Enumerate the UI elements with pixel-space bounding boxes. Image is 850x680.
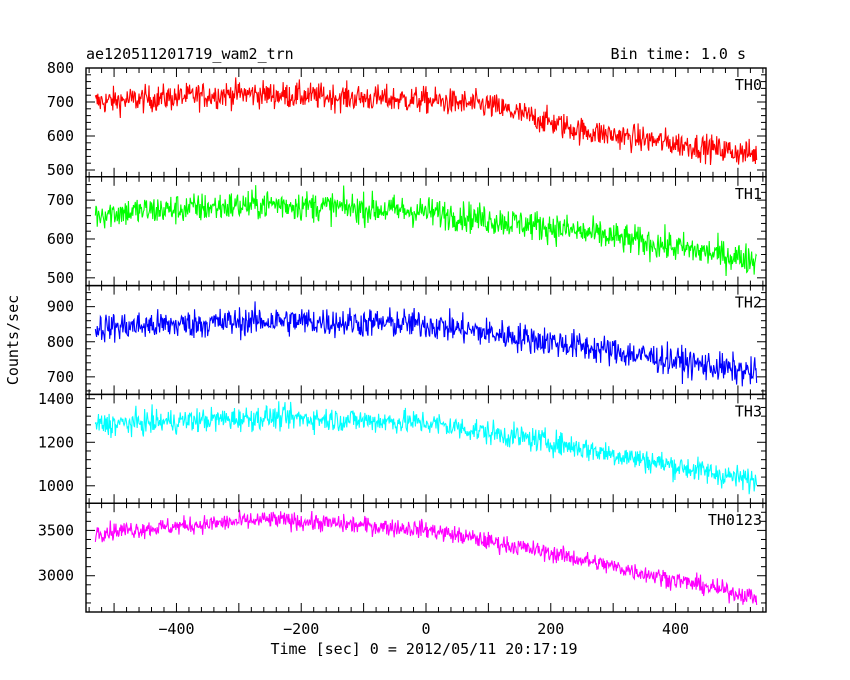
panel-th2: 700 800 900 TH2 (47, 284, 767, 396)
panel-label: TH1 (735, 185, 762, 203)
y-tick-label: 3500 (38, 521, 74, 539)
y-tick-label: 3000 (38, 567, 74, 585)
x-tick-label: −400 (158, 620, 194, 638)
light-curve-th0 (94, 77, 758, 166)
panel-label: TH3 (735, 402, 762, 420)
x-tick-label: 200 (537, 620, 564, 638)
chart-title: ae120511201719_wam2_trn (86, 45, 294, 63)
y-tick-label: 700 (47, 93, 74, 111)
x-axis-label: Time [sec] 0 = 2012/05/11 20:17:19 (270, 640, 577, 658)
x-tick-label: −200 (283, 620, 319, 638)
light-curve-th0123 (94, 509, 758, 606)
bin-time-label: Bin time: 1.0 s (611, 45, 746, 63)
light-curve-th1 (94, 185, 758, 276)
y-tick-label: 700 (47, 368, 74, 386)
panel-frame (85, 393, 767, 504)
y-tick-label: 900 (47, 298, 74, 316)
panel-th1: 500 600 700 TH1 (47, 176, 767, 287)
y-tick-label: 600 (47, 230, 74, 248)
panel-frame (85, 67, 767, 178)
y-tick-label: 600 (47, 127, 74, 145)
y-tick-label: 500 (47, 269, 74, 287)
light-curve-th2 (94, 301, 758, 387)
panel-label: TH0123 (708, 511, 762, 529)
y-tick-label: 800 (47, 333, 74, 351)
y-tick-label: 800 (47, 59, 74, 77)
y-tick-label: 1400 (38, 390, 74, 408)
panel-th3: 1000 1200 1400 TH3 (38, 390, 767, 504)
x-tick-label: 0 (421, 620, 430, 638)
panel-frame (85, 284, 767, 396)
y-tick-label: 700 (47, 191, 74, 209)
y-axis-label: Counts/sec (4, 295, 22, 385)
panel-th0123: 3000 3500 TH0123 (38, 502, 767, 613)
panel-label: TH2 (735, 294, 762, 312)
y-tick-label: 500 (47, 161, 74, 179)
x-tick-label: 400 (662, 620, 689, 638)
panel-frame (85, 502, 767, 613)
panel-label: TH0 (735, 76, 762, 94)
y-tick-label: 1200 (38, 433, 74, 451)
light-curve-th3 (94, 401, 758, 495)
panel-frame (85, 176, 767, 287)
panel-th0: 500 600 700 800 TH0 (47, 59, 767, 179)
y-tick-label: 1000 (38, 477, 74, 495)
